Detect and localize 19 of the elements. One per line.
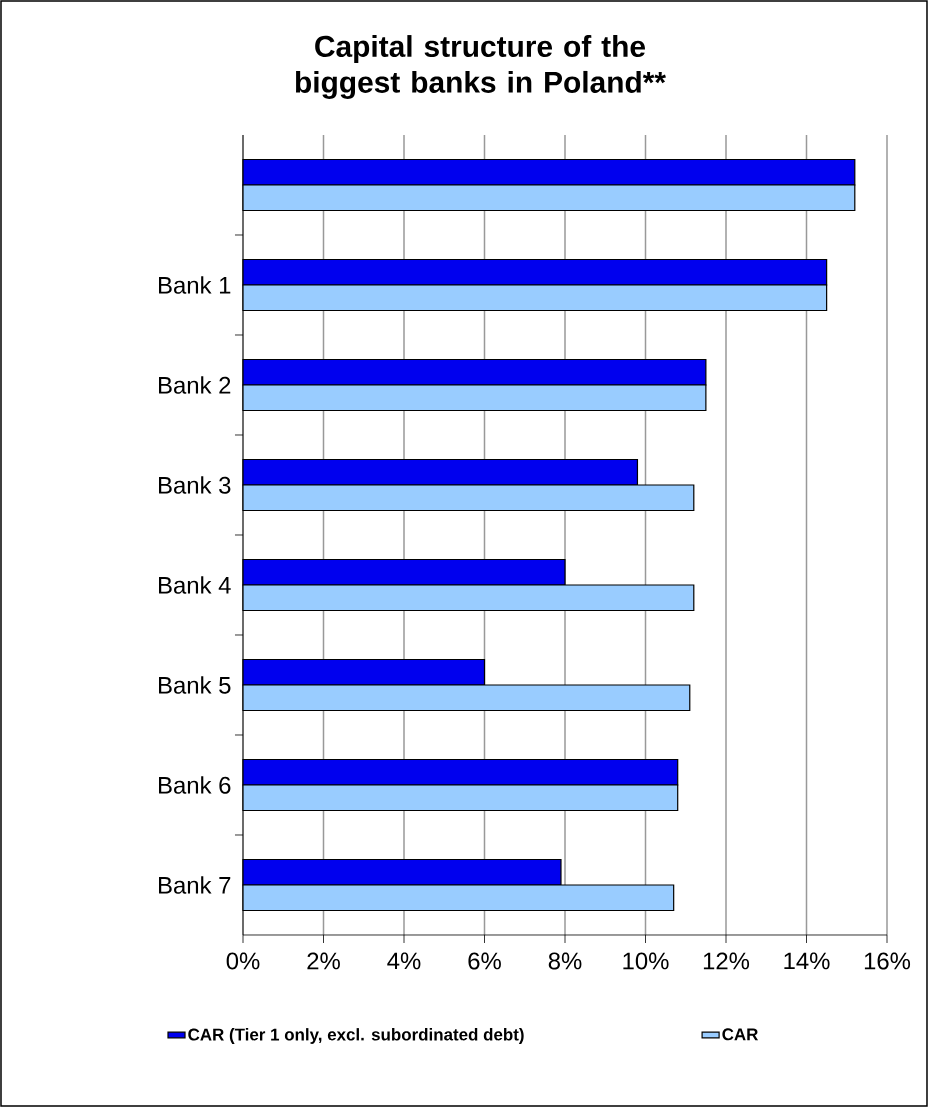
legend-label: CAR (722, 1028, 759, 1041)
x-tick-label: 2% (307, 952, 340, 970)
legend-label: CAR (Tier 1 only, excl. subordinated debt) (188, 1028, 524, 1044)
x-tick-label: 14% (784, 952, 830, 970)
y-tick-label: Bank 5 (159, 676, 231, 694)
y-tick-label: Bank 2 (159, 376, 231, 394)
y-tick-label: Bank 3 (159, 476, 231, 494)
y-tick-label: Bank 4 (159, 576, 231, 594)
x-tick-label: 16% (864, 952, 911, 970)
y-tick-label: Bank 1 (159, 276, 231, 294)
x-tick-label: 0% (226, 952, 260, 970)
x-tick-label: 10% (623, 952, 669, 970)
x-tick-label: 4% (387, 952, 421, 970)
x-tick-label: 12% (703, 952, 750, 970)
x-tick-label: 6% (468, 952, 501, 970)
y-tick-label: Bank 7 (159, 876, 231, 894)
x-tick-label: 8% (548, 952, 582, 970)
y-tick-label: Bank 6 (159, 776, 231, 794)
chart-title: Capital structure of the biggest banks in Poland** (295, 35, 666, 99)
